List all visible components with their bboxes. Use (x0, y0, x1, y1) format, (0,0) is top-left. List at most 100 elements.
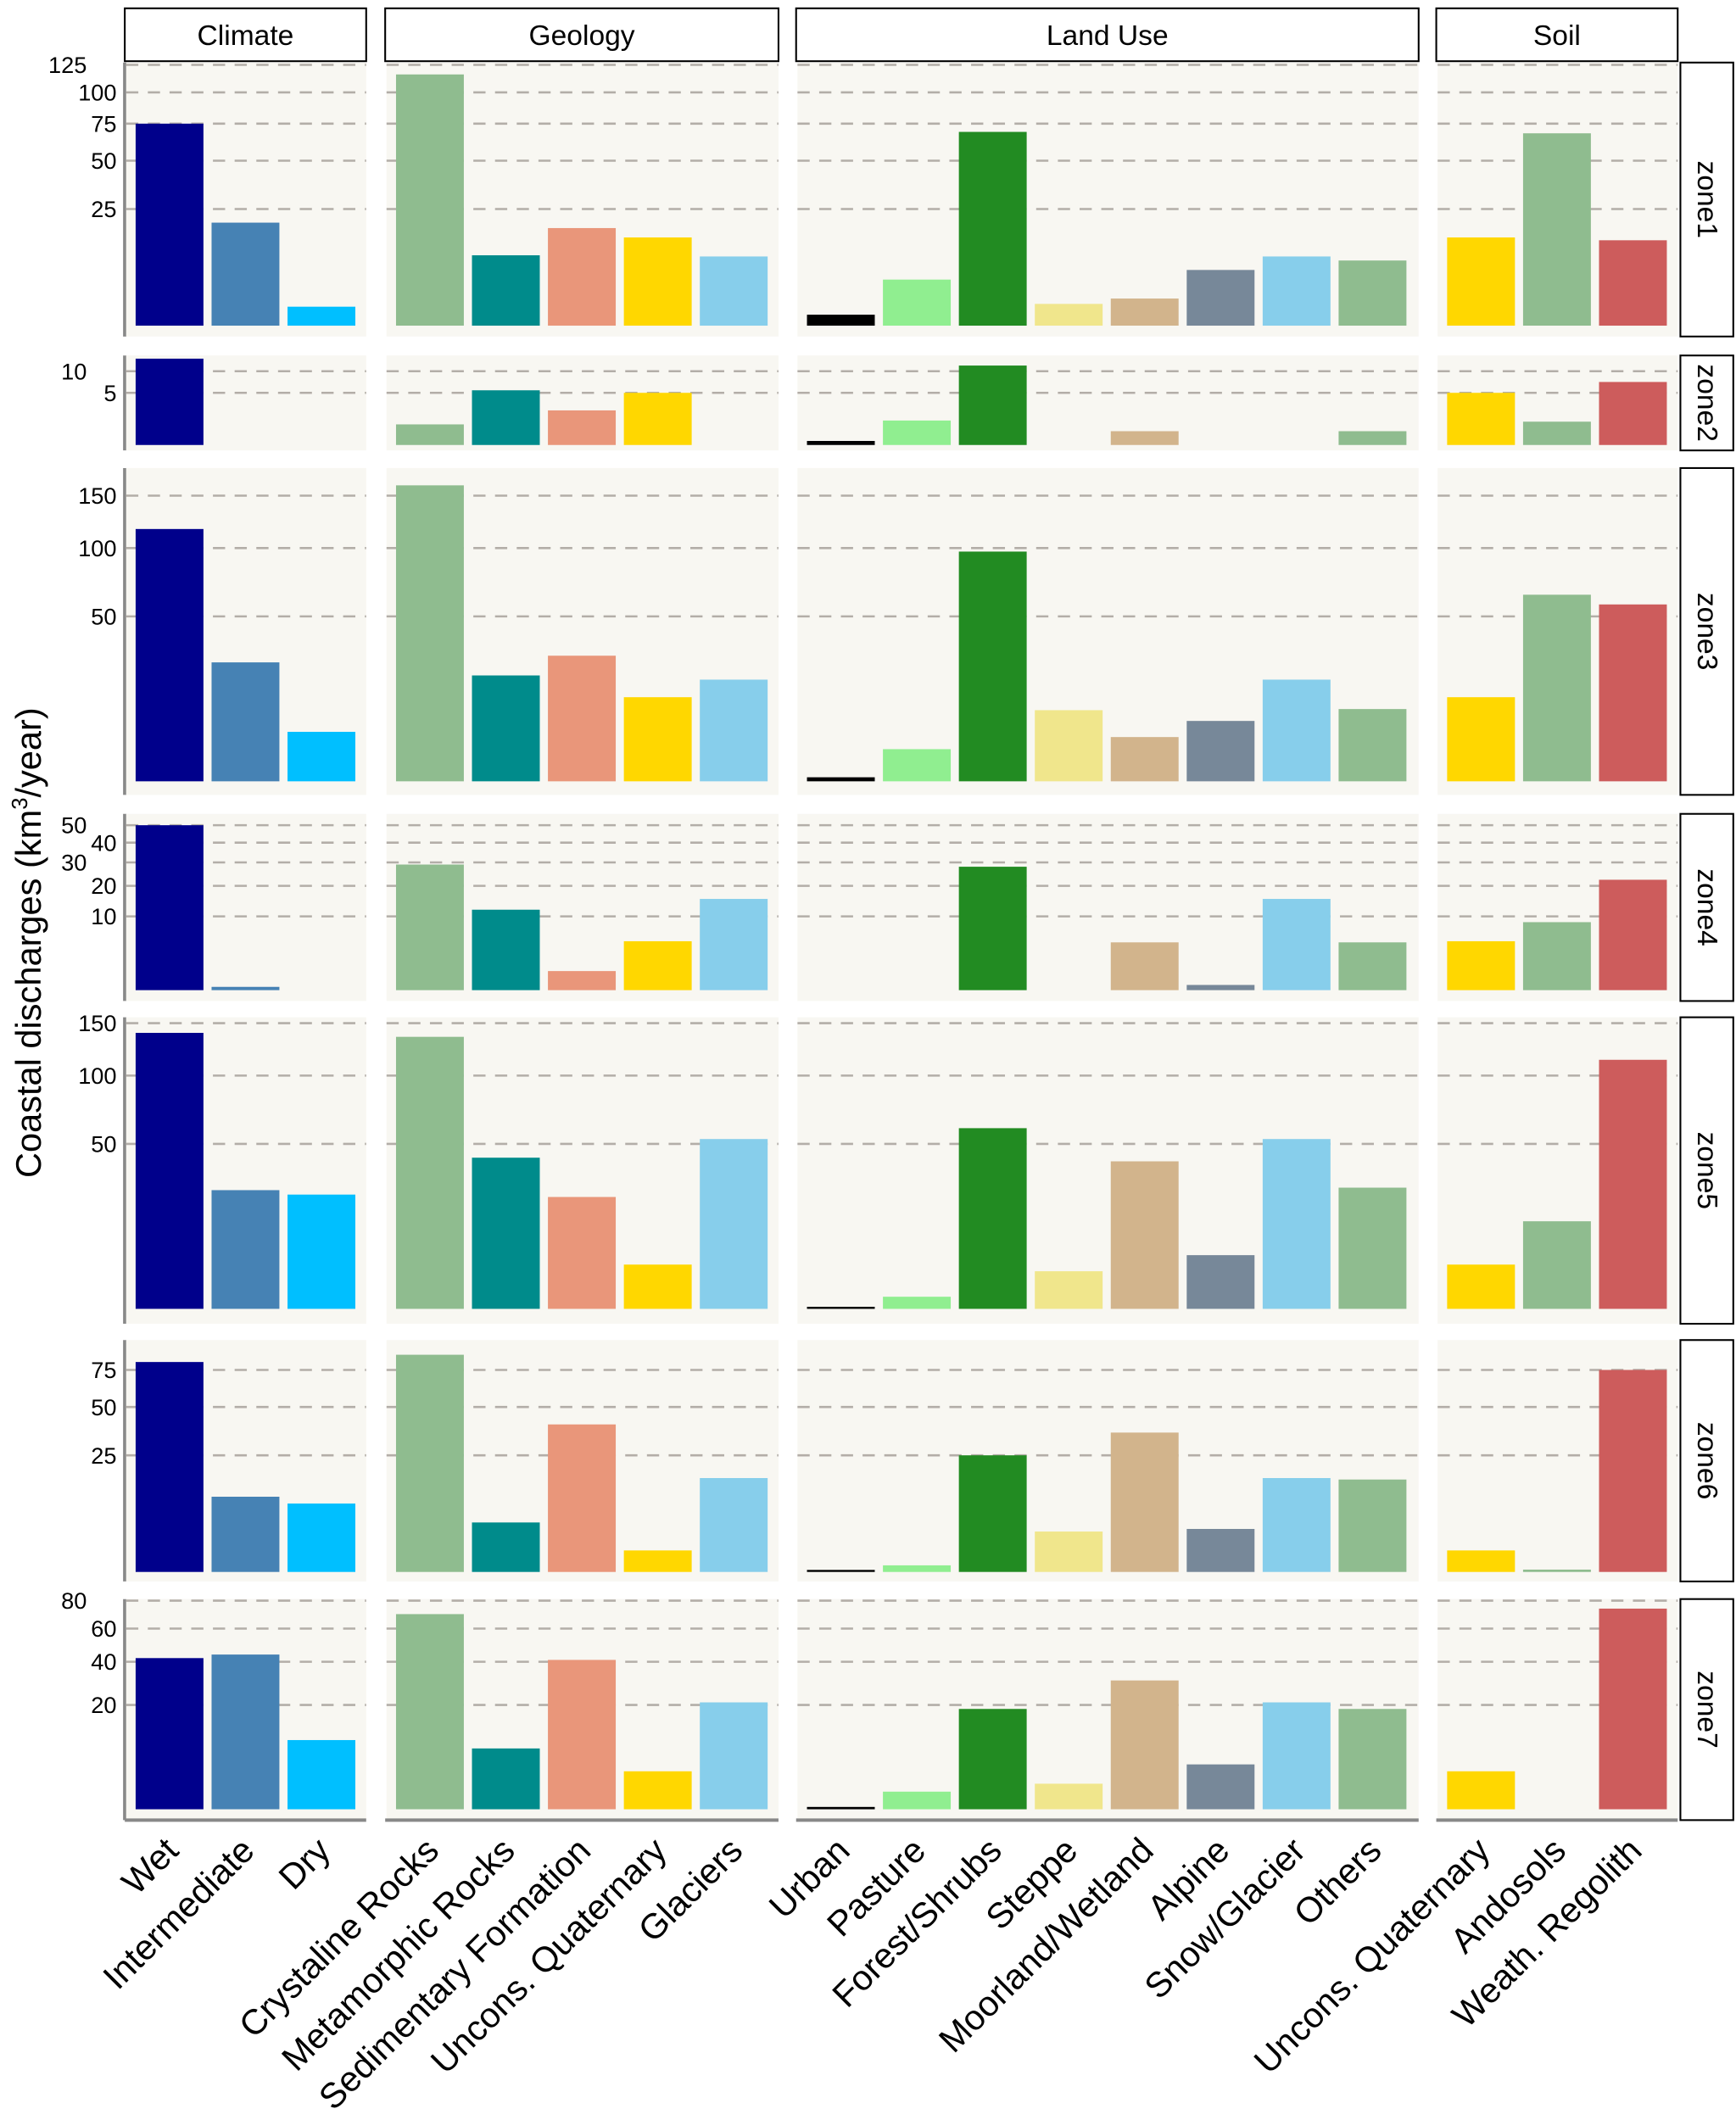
y-tick-label: 125 (48, 52, 87, 78)
bar-crystaline-rocks (395, 424, 464, 445)
bar-snow-glacier (1262, 1139, 1331, 1309)
y-tick-label: 100 (78, 80, 116, 106)
bar-moorland-wetland (1110, 298, 1179, 326)
bar-crystaline-rocks (395, 1036, 464, 1309)
y-tick-label: 25 (91, 196, 116, 222)
zone-strip (1679, 812, 1734, 1002)
y-tick-label: 150 (78, 483, 116, 509)
bar-uncons-quaternary (623, 1771, 692, 1810)
bar-alpine (1186, 721, 1255, 782)
y-axis-title: Coastal discharges (km3/year) (8, 707, 48, 1178)
y-tick-label: 80 (61, 1587, 87, 1614)
bar-metamorphic-rocks (472, 909, 540, 990)
bar-forest-shrubs (958, 551, 1027, 782)
bar-sedimentary-formation (548, 1424, 617, 1572)
bar-steppe (1035, 710, 1103, 782)
zone-strip (1679, 61, 1734, 338)
zone-label: zone5 (1691, 1132, 1722, 1210)
bar-snow-glacier (1262, 679, 1331, 782)
bar-glaciers (700, 1477, 768, 1572)
y-tick-label: 30 (61, 850, 87, 876)
bar-uncons-quaternary (623, 1550, 692, 1572)
bar-urban (807, 440, 875, 445)
zone-label: zone2 (1691, 364, 1722, 442)
bar-andosols (1522, 421, 1591, 445)
zone-label: zone7 (1691, 1671, 1722, 1748)
bar-wet (135, 358, 204, 445)
bar-andosols (1522, 594, 1591, 782)
y-tick-label: 50 (91, 148, 116, 174)
bar-andosols (1522, 922, 1591, 990)
bar-pasture (883, 420, 952, 445)
bar-weath-regolith (1599, 1059, 1667, 1309)
bar-alpine (1186, 1255, 1255, 1309)
y-tick-label: 5 (103, 380, 116, 406)
bar-andosols (1522, 133, 1591, 326)
bar-weath-regolith (1599, 1370, 1667, 1572)
facet-strip-label: Land Use (1047, 20, 1169, 52)
bar-glaciers (700, 1702, 768, 1810)
bar-urban (807, 1806, 875, 1810)
zone-strip (1679, 466, 1734, 796)
bar-sedimentary-formation (548, 971, 617, 990)
y-tick-label: 60 (91, 1615, 116, 1642)
bar-uncons-quaternary (1447, 237, 1516, 326)
bar-moorland-wetland (1110, 942, 1179, 990)
bar-moorland-wetland (1110, 431, 1179, 445)
y-tick-label: 50 (61, 812, 87, 839)
y-tick-label: 150 (78, 1010, 116, 1036)
bar-others (1338, 260, 1407, 326)
bar-forest-shrubs (958, 365, 1027, 445)
bar-metamorphic-rocks (472, 1748, 540, 1810)
bar-crystaline-rocks (395, 1354, 464, 1572)
facet-strip-soil (1435, 7, 1679, 63)
zone-label: zone4 (1691, 868, 1722, 946)
bar-sedimentary-formation (548, 1660, 617, 1810)
bar-alpine (1186, 1764, 1255, 1810)
bar-uncons-quaternary (1447, 393, 1516, 445)
bar-forest-shrubs (958, 1455, 1027, 1572)
bar-steppe (1035, 304, 1103, 326)
bar-uncons-quaternary (623, 393, 692, 445)
bar-sedimentary-formation (548, 410, 617, 445)
bar-forest-shrubs (958, 131, 1027, 326)
bar-metamorphic-rocks (472, 390, 540, 445)
y-tick-label: 10 (91, 903, 116, 929)
bar-uncons-quaternary (1447, 697, 1516, 782)
bar-intermediate (211, 1654, 280, 1810)
bar-uncons-quaternary (1447, 1771, 1516, 1810)
bar-wet (135, 825, 204, 990)
bar-urban (807, 777, 875, 782)
bar-others (1338, 942, 1407, 990)
bar-wet (135, 1032, 204, 1309)
bar-others (1338, 431, 1407, 445)
bar-urban (807, 315, 875, 326)
bar-weath-regolith (1599, 604, 1667, 782)
y-tick-label: 75 (91, 110, 116, 137)
bar-steppe (1035, 1531, 1103, 1572)
bar-dry (287, 732, 355, 782)
bar-uncons-quaternary (1447, 1550, 1516, 1572)
y-tick-label: 50 (91, 1394, 116, 1420)
bar-moorland-wetland (1110, 737, 1179, 782)
bar-glaciers (700, 899, 768, 990)
bar-others (1338, 709, 1407, 782)
bar-others (1338, 1479, 1407, 1572)
bar-crystaline-rocks (395, 864, 464, 990)
bar-andosols (1522, 1569, 1591, 1572)
bar-crystaline-rocks (395, 74, 464, 326)
zone-label: zone6 (1691, 1422, 1722, 1499)
y-tick-label: 40 (91, 1649, 116, 1675)
bar-uncons-quaternary (623, 1264, 692, 1309)
bar-intermediate (211, 1496, 280, 1572)
bar-others (1338, 1709, 1407, 1810)
bar-glaciers (700, 679, 768, 782)
bar-weath-regolith (1599, 1608, 1667, 1810)
bar-alpine (1186, 270, 1255, 326)
zone-strip (1679, 1598, 1734, 1822)
bar-sedimentary-formation (548, 227, 617, 326)
bar-wet (135, 1362, 204, 1572)
bar-crystaline-rocks (395, 485, 464, 782)
bar-urban (807, 1570, 875, 1572)
